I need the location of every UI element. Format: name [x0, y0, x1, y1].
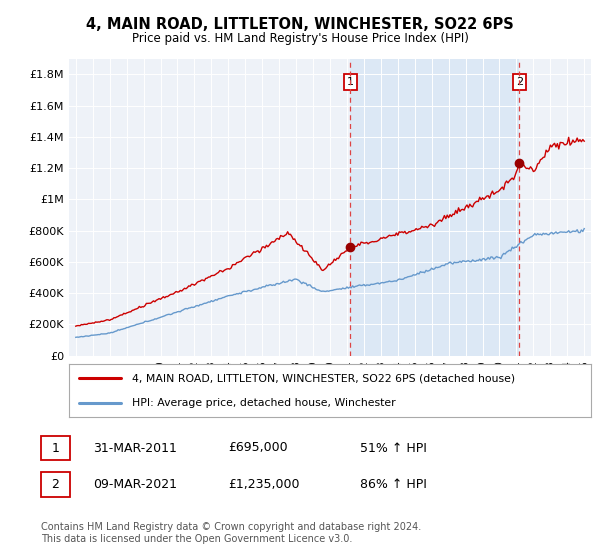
- Text: 31-MAR-2011: 31-MAR-2011: [93, 441, 177, 455]
- Text: 1: 1: [347, 77, 354, 87]
- Text: Contains HM Land Registry data © Crown copyright and database right 2024.
This d: Contains HM Land Registry data © Crown c…: [41, 522, 421, 544]
- Text: 51% ↑ HPI: 51% ↑ HPI: [360, 441, 427, 455]
- Text: 4, MAIN ROAD, LITTLETON, WINCHESTER, SO22 6PS: 4, MAIN ROAD, LITTLETON, WINCHESTER, SO2…: [86, 17, 514, 32]
- Bar: [350, 59, 520, 356]
- Text: Price paid vs. HM Land Registry's House Price Index (HPI): Price paid vs. HM Land Registry's House …: [131, 32, 469, 45]
- Text: 4, MAIN ROAD, LITTLETON, WINCHESTER, SO22 6PS (detached house): 4, MAIN ROAD, LITTLETON, WINCHESTER, SO2…: [131, 374, 515, 384]
- Text: HPI: Average price, detached house, Winchester: HPI: Average price, detached house, Winc…: [131, 398, 395, 408]
- Text: 86% ↑ HPI: 86% ↑ HPI: [360, 478, 427, 491]
- Text: 09-MAR-2021: 09-MAR-2021: [93, 478, 177, 491]
- Text: 2: 2: [51, 478, 59, 491]
- Text: 1: 1: [51, 441, 59, 455]
- Text: 2: 2: [516, 77, 523, 87]
- Text: £1,235,000: £1,235,000: [228, 478, 299, 491]
- Text: £695,000: £695,000: [228, 441, 287, 455]
